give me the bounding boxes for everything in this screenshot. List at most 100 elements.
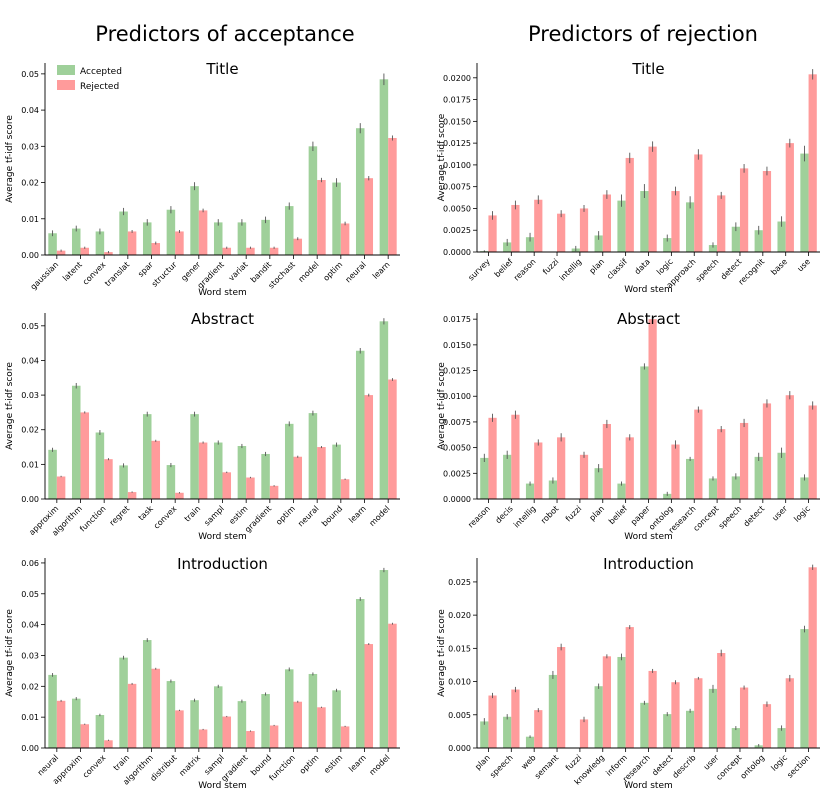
bar xyxy=(694,409,703,499)
y-tick-label: 0.0050 xyxy=(443,204,471,213)
y-axis-label: Average tf-idf score xyxy=(437,362,447,450)
bar xyxy=(71,385,81,499)
bar xyxy=(237,701,247,748)
bar xyxy=(602,194,611,252)
y-axis-label: Average tf-idf score xyxy=(5,609,15,697)
x-axis-label: Word stem xyxy=(624,532,673,542)
y-tick-label: 0.01 xyxy=(21,460,39,469)
bar xyxy=(95,432,105,499)
bar xyxy=(261,219,270,255)
bar xyxy=(246,477,255,499)
bar xyxy=(708,478,718,499)
bar xyxy=(119,465,128,499)
bar xyxy=(355,128,365,255)
bar xyxy=(379,321,389,499)
bar xyxy=(213,222,223,255)
y-tick-label: 0.0150 xyxy=(443,341,471,350)
bar xyxy=(284,669,294,748)
bar xyxy=(800,629,809,748)
legend-swatch xyxy=(57,65,75,75)
x-tick-label: train xyxy=(112,753,132,773)
bar xyxy=(579,208,589,252)
bar xyxy=(762,704,772,748)
x-tick-label: model xyxy=(368,504,392,528)
y-tick-label: 0.0025 xyxy=(443,469,471,478)
bar xyxy=(364,178,374,255)
x-tick-label: concept xyxy=(692,504,721,533)
bar xyxy=(119,657,128,748)
x-tick-label: describ xyxy=(671,753,698,780)
bar xyxy=(671,191,680,252)
subplot-title: Abstract xyxy=(617,310,680,328)
bar xyxy=(213,442,223,499)
bar xyxy=(222,247,232,255)
bar xyxy=(534,442,543,499)
y-tick-label: 0.01 xyxy=(21,713,39,722)
x-tick-label: sampl xyxy=(202,504,225,527)
bar xyxy=(237,222,247,255)
bar xyxy=(754,456,763,499)
legend-label: Accepted xyxy=(80,67,122,77)
bar xyxy=(671,444,680,499)
x-tick-label: estim xyxy=(322,753,344,775)
bar xyxy=(71,228,81,255)
x-tick-label: task xyxy=(137,504,156,523)
bar xyxy=(579,454,589,499)
bar xyxy=(364,395,374,499)
bar xyxy=(663,238,672,252)
x-tick-label: section xyxy=(785,753,812,780)
bar xyxy=(686,458,695,499)
bar xyxy=(142,222,152,255)
bar xyxy=(800,153,809,252)
bar xyxy=(332,690,341,748)
y-tick-label: 0.04 xyxy=(21,356,39,365)
bar xyxy=(166,209,176,255)
subplot-title: Abstract xyxy=(191,310,254,328)
bar xyxy=(127,492,137,499)
bar xyxy=(777,452,786,499)
bar xyxy=(686,202,695,252)
y-tick-label: 0.01 xyxy=(21,215,39,224)
bar xyxy=(617,483,626,499)
bar xyxy=(364,644,374,748)
bar xyxy=(317,180,326,255)
bar xyxy=(119,211,128,255)
y-tick-label: 0.0075 xyxy=(443,183,471,192)
legend-label: Rejected xyxy=(80,82,119,92)
bar xyxy=(488,215,497,252)
bar xyxy=(151,668,161,748)
bar xyxy=(731,476,740,499)
bar xyxy=(648,146,657,252)
bar xyxy=(284,206,294,255)
x-tick-label: reason xyxy=(512,257,538,283)
bar xyxy=(175,492,184,499)
bar xyxy=(222,472,232,499)
y-tick-label: 0.025 xyxy=(448,578,471,587)
x-tick-label: gaussian xyxy=(29,260,61,292)
x-tick-label: classif xyxy=(605,257,629,281)
bar xyxy=(340,479,350,499)
y-tick-label: 0.0075 xyxy=(443,418,471,427)
y-tick-label: 0.02 xyxy=(21,179,39,188)
bar xyxy=(190,700,199,748)
x-tick-label: optim xyxy=(274,504,297,527)
bar xyxy=(175,710,184,748)
bar xyxy=(261,694,270,748)
bar xyxy=(739,422,749,499)
bar xyxy=(617,656,626,748)
bar xyxy=(388,137,397,255)
x-tick-label: convex xyxy=(81,753,108,780)
x-axis-label: Word stem xyxy=(198,532,247,542)
x-tick-label: web xyxy=(520,753,538,771)
bar xyxy=(332,182,341,255)
x-tick-label: plan xyxy=(588,257,607,276)
y-tick-label: 0.0150 xyxy=(443,117,471,126)
x-tick-label: reason xyxy=(466,504,492,530)
bar xyxy=(355,599,365,748)
y-tick-label: 0.03 xyxy=(21,391,39,400)
bar xyxy=(293,456,303,499)
x-tick-label: variat xyxy=(227,260,250,283)
bar xyxy=(198,442,208,499)
y-tick-label: 0.0050 xyxy=(443,444,471,453)
x-tick-label: robot xyxy=(539,504,560,525)
